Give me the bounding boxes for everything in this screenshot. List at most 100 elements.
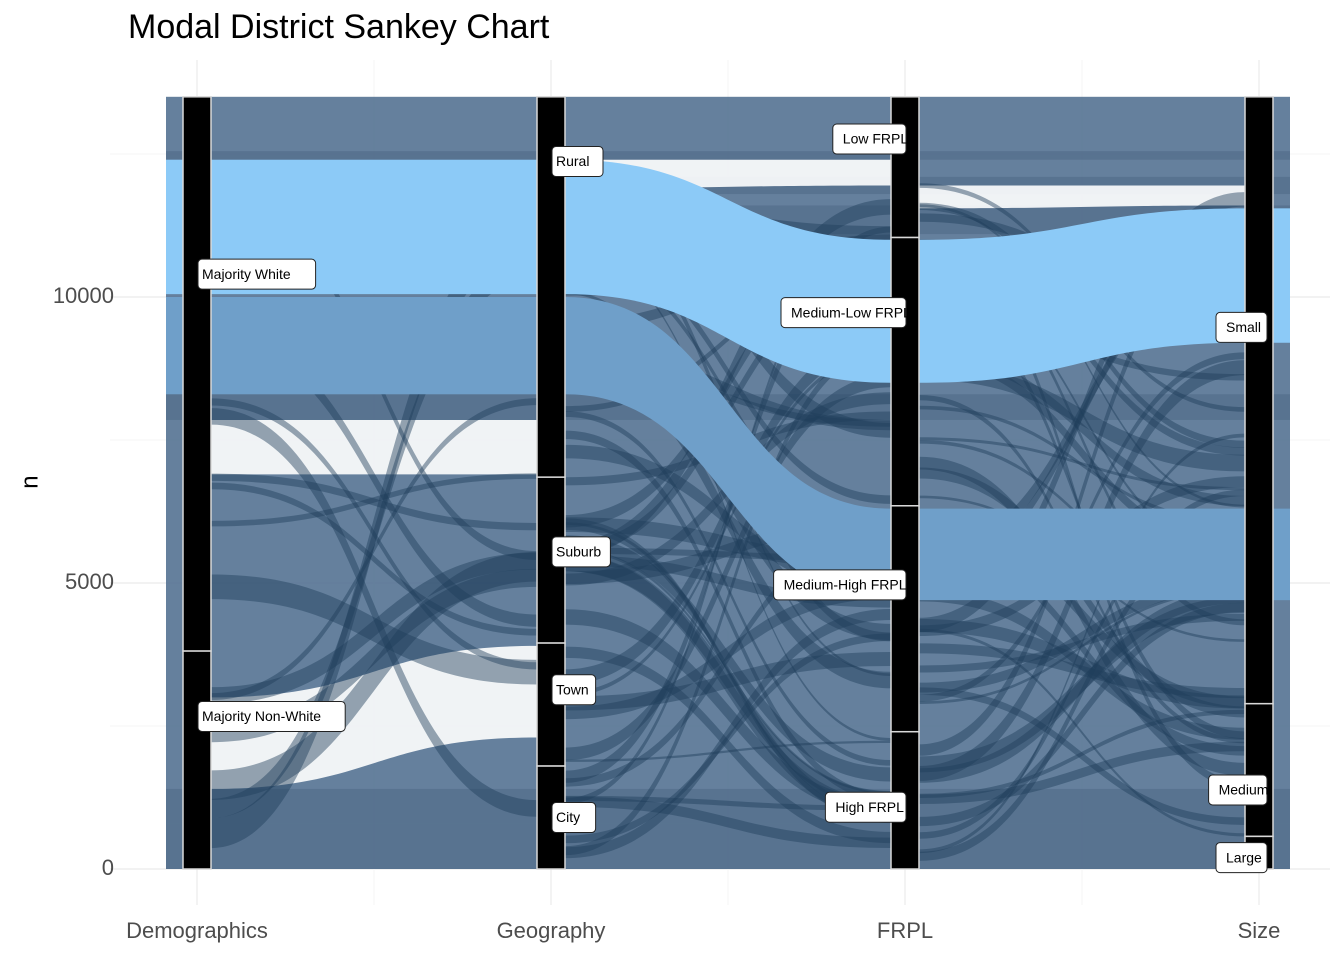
flow-cross-1-24 xyxy=(565,796,891,848)
flow-cross-0-2 xyxy=(211,258,537,818)
stratum-label-large: Large xyxy=(1215,842,1268,874)
x-tick-label-geography: Geography xyxy=(497,918,606,943)
flow-cross-1-21 xyxy=(565,374,891,761)
flow-cross-2-29 xyxy=(919,456,1245,776)
svg-text:Majority Non-White: Majority Non-White xyxy=(202,708,321,724)
flow-cross-2-15 xyxy=(919,351,1245,555)
flow-cross-0-0 xyxy=(211,473,537,527)
flow-cross-1-0 xyxy=(565,226,891,804)
stratum-medium-high-frpl xyxy=(890,505,920,733)
flow-gap-1 xyxy=(211,645,537,789)
flow-cross-0-1 xyxy=(211,552,537,704)
flow-cross-0-10 xyxy=(211,398,537,670)
flow-cross-2-11 xyxy=(919,248,1245,582)
y-tick-label: 0 xyxy=(102,855,114,880)
stratum-medium-low-frpl xyxy=(890,236,920,507)
flow-cross-2-41 xyxy=(919,437,1245,491)
svg-text:Medium-High FRPL: Medium-High FRPL xyxy=(784,577,907,593)
flow-band-2 xyxy=(166,788,1290,824)
y-tick-label: 10000 xyxy=(53,283,114,308)
flow-cross-2-24 xyxy=(919,709,1245,798)
node-labels: Majority White Majority Non-White Rural Sub… xyxy=(197,123,1268,874)
svg-text:Town: Town xyxy=(556,681,589,697)
flow-cross-0-6 xyxy=(211,473,537,531)
stratum-label-low-frpl: Low FRPL xyxy=(832,123,909,155)
flow-cross-1-12 xyxy=(565,347,891,431)
flow-cross-1-29 xyxy=(565,740,891,762)
stratum-majority-white xyxy=(182,96,212,652)
flow-cross-2-39 xyxy=(919,687,1245,825)
svg-text:Rural: Rural xyxy=(556,153,589,169)
flow-cross-0-12 xyxy=(211,482,537,636)
flow-cross-0-9 xyxy=(211,568,537,743)
flow-cross-2-27 xyxy=(919,230,1245,756)
svg-text:Low FRPL: Low FRPL xyxy=(843,131,909,147)
flow-cross-1-19 xyxy=(565,535,891,782)
flow-cross-2-13 xyxy=(919,580,1245,693)
flow-cross-2-40 xyxy=(919,192,1245,633)
stratum-label-suburb: Suburb xyxy=(551,536,611,568)
svg-text:High FRPL: High FRPL xyxy=(835,799,904,815)
flow-cross-1-1 xyxy=(565,255,891,540)
flow-cross-0-8 xyxy=(211,552,537,800)
flow-cross-1-32 xyxy=(565,341,891,856)
flow-cross-2-32 xyxy=(919,588,1245,783)
x-tick-label-size: Size xyxy=(1238,918,1281,943)
svg-text:Medium-Low FRPL: Medium-Low FRPL xyxy=(791,304,911,320)
stratum-label-rural: Rural xyxy=(551,145,604,177)
flow-cross-2-42 xyxy=(919,539,1245,756)
flow-cross-1-36 xyxy=(565,795,891,811)
flow-cross-2-37 xyxy=(919,268,1245,558)
flow-cross-0-13 xyxy=(211,330,537,627)
flow-cross-2-7 xyxy=(919,589,1245,740)
axes: 0 5000 10000 Demographics Geography FRPL Size n xyxy=(16,283,1280,943)
highlight-flow-1-seg-1 xyxy=(565,297,891,601)
svg-text:Suburb: Suburb xyxy=(556,544,601,560)
flow-gap-0 xyxy=(211,419,537,475)
flow-cross-2-26 xyxy=(919,613,1245,673)
flow-cross-2-17 xyxy=(919,588,1245,704)
flow-cross-2-43 xyxy=(919,643,1245,699)
stratum-label-medium: Medium xyxy=(1208,774,1268,806)
flow-cross-2-12 xyxy=(919,741,1245,804)
stratum-medium xyxy=(1244,702,1274,838)
flow-cross-1-9 xyxy=(565,350,891,697)
highlight-flow-0-seg-2 xyxy=(919,208,1245,383)
flow-cross-1-13 xyxy=(565,633,891,844)
flow-band-0 xyxy=(166,151,1290,160)
y-axis-title: n xyxy=(16,475,43,488)
flow-cross-2-45 xyxy=(919,405,1245,524)
flow-cross-1-35 xyxy=(565,609,891,816)
x-tick-label-demographics: Demographics xyxy=(126,918,268,943)
flow-cross-1-34 xyxy=(565,367,891,427)
flow-cross-2-25 xyxy=(919,363,1245,472)
stratum-majority-non-white xyxy=(182,650,212,870)
stratum-label-medium-high-frpl: Medium-High FRPL xyxy=(773,569,907,601)
flow-cross-2-19 xyxy=(919,489,1245,839)
flow-cross-2-33 xyxy=(919,350,1245,507)
flow-cross-2-47 xyxy=(919,433,1245,854)
flow-cross-1-46 xyxy=(565,554,891,818)
flow-cross-1-4 xyxy=(565,547,891,794)
stratum-label-high-frpl: High FRPL xyxy=(824,791,907,823)
flow-cross-1-26 xyxy=(565,518,891,824)
flow-cross-0-5 xyxy=(211,398,537,700)
flow-cross-0-4 xyxy=(211,408,537,817)
chart-title: Modal District Sankey Chart xyxy=(128,8,550,46)
stratum-label-city: City xyxy=(551,802,597,834)
flow-cross-1-23 xyxy=(565,291,891,741)
flow-cross-1-41 xyxy=(565,240,891,528)
x-tick-label-frpl: FRPL xyxy=(877,918,933,943)
flow-cross-0-3 xyxy=(211,574,537,685)
stratum-label-small: Small xyxy=(1215,311,1268,343)
svg-text:Small: Small xyxy=(1226,319,1261,335)
flow-cross-1-27 xyxy=(565,522,891,817)
flow-cross-1-37 xyxy=(565,646,891,844)
highlight-flow-1-seg-0 xyxy=(211,297,537,395)
flows xyxy=(166,96,1290,870)
flow-cross-0-7 xyxy=(211,217,537,849)
flow-cross-1-28 xyxy=(565,652,891,711)
stratum-label-majority-non-white: Majority Non-White xyxy=(197,700,346,732)
flow-cross-1-10 xyxy=(565,334,891,685)
